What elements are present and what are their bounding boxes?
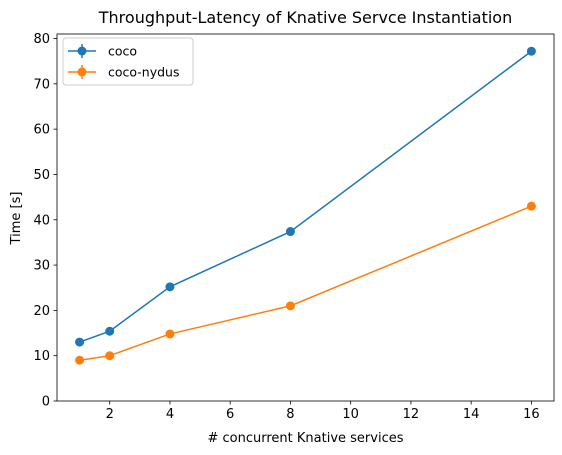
- y-tick-label: 50: [33, 168, 50, 183]
- x-axis-label: # concurrent Knative services: [208, 431, 404, 446]
- y-tick-label: 20: [33, 304, 50, 319]
- data-point-coco-nydus: [526, 201, 536, 211]
- legend-marker-coco-nydus: [77, 67, 87, 77]
- x-tick-label: 12: [403, 407, 420, 422]
- x-tick-label: 4: [166, 407, 174, 422]
- y-axis-label: Time [s]: [9, 192, 24, 246]
- legend-label: coco-nydus: [108, 65, 179, 80]
- y-tick-label: 0: [42, 395, 50, 410]
- data-point-coco: [526, 46, 536, 56]
- data-point-coco: [165, 282, 175, 292]
- data-point-coco: [105, 326, 115, 336]
- x-tick-label: 8: [286, 407, 294, 422]
- legend-label: coco: [108, 44, 137, 59]
- data-point-coco-nydus: [75, 355, 85, 365]
- legend-box: [62, 37, 194, 86]
- legend: coco coco-nydus: [62, 37, 194, 86]
- data-point-coco: [285, 227, 295, 237]
- legend-marker-coco: [77, 46, 87, 56]
- x-tick-label: 10: [342, 407, 359, 422]
- y-tick-label: 80: [33, 32, 50, 47]
- x-tick-label: 14: [463, 407, 480, 422]
- x-tick-label: 2: [106, 407, 114, 422]
- y-tick-label: 40: [33, 213, 50, 228]
- chart-title: Throughput-Latency of Knative Servce Ins…: [98, 8, 512, 27]
- data-point-coco-nydus: [285, 301, 295, 311]
- x-tick-label: 16: [523, 407, 540, 422]
- y-tick-label: 30: [33, 259, 50, 274]
- x-tick-label: 6: [226, 407, 234, 422]
- data-point-coco-nydus: [165, 329, 175, 339]
- y-tick-label: 10: [33, 349, 50, 364]
- data-point-coco-nydus: [105, 351, 115, 361]
- data-point-coco: [75, 337, 85, 347]
- y-tick-label: 60: [33, 123, 50, 138]
- plot-frame: [56, 33, 555, 402]
- y-tick-label: 70: [33, 77, 50, 92]
- plot-area: 2 4 6 8 10 12 14 16 0 10 20 30 40 50 60 70 80: [33, 32, 555, 422]
